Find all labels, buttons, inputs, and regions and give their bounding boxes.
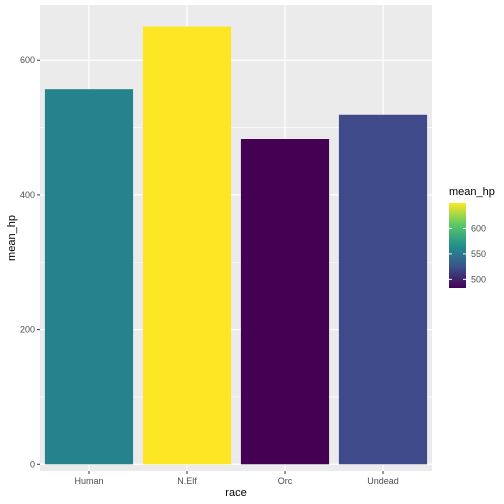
x-tick-label: Human [74, 476, 103, 486]
bar-human [44, 89, 134, 465]
legend-colorbar [449, 203, 466, 288]
legend: mean_hp 500 550 600 [449, 186, 495, 288]
legend-tick-label: 500 [471, 274, 486, 284]
y-axis-ticks: 0 200 400 600 [20, 55, 40, 469]
bar-undead [338, 114, 428, 465]
bar-orc [240, 139, 330, 465]
bar-n-elf [142, 26, 232, 465]
y-tick-label: 600 [20, 55, 35, 65]
y-tick-label: 0 [30, 459, 35, 469]
bars [44, 26, 428, 465]
x-axis-ticks: Human N.Elf Orc Undead [74, 471, 399, 486]
x-axis-title: race [225, 487, 246, 499]
x-tick-label: Undead [367, 476, 399, 486]
x-tick-label: Orc [278, 476, 293, 486]
x-tick-label: N.Elf [177, 476, 197, 486]
legend-ticks: 500 550 600 [449, 223, 486, 284]
legend-tick-label: 550 [471, 249, 486, 259]
y-tick-label: 400 [20, 190, 35, 200]
legend-tick-label: 600 [471, 223, 486, 233]
y-axis-title: mean_hp [6, 215, 18, 261]
legend-title: mean_hp [449, 186, 495, 198]
y-tick-label: 200 [20, 325, 35, 335]
